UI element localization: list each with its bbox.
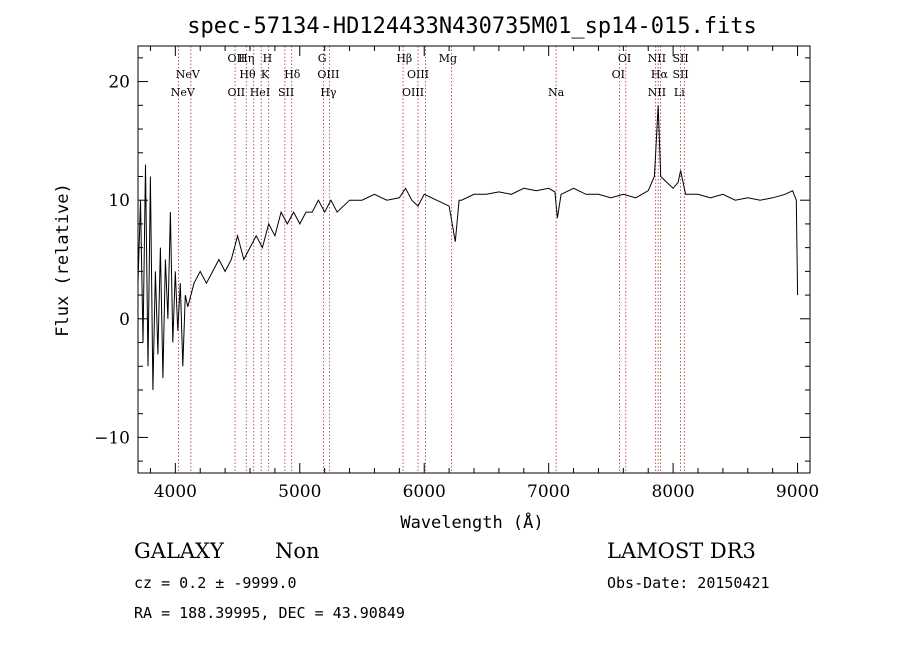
object-type: GALAXY (134, 539, 225, 563)
line-label: NII (648, 52, 666, 65)
y-axis-label: Flux (relative) (53, 183, 73, 337)
line-label: Hα (651, 68, 669, 81)
line-label: Hθ (239, 68, 256, 81)
redshift-text: cz = 0.2 ± -9999.0 (134, 574, 297, 592)
plot-frame (137, 45, 811, 474)
line-label: NeV (176, 68, 201, 81)
x-tick-label: 5000 (278, 482, 321, 502)
line-label: Na (548, 86, 565, 99)
x-tick-label: 6000 (403, 482, 446, 502)
object-subclass: Non (275, 539, 320, 563)
emission-line-labels: NeVNeVOIIOIIHηHθHeIHKSIIHδGOIIIHγHβOIIIO… (171, 52, 689, 99)
line-label: OII (227, 86, 245, 99)
x-tick-label: 7000 (527, 482, 570, 502)
y-tick-label: 20 (108, 73, 130, 93)
line-label: NeV (171, 86, 196, 99)
line-label: SII (672, 68, 688, 81)
x-axis: 4000 5000 6000 7000 8000 9000 (149, 46, 819, 502)
line-label: NII (648, 86, 666, 99)
emission-line-markers (178, 46, 685, 473)
spectrum-line (137, 105, 799, 391)
line-label: K (261, 68, 270, 81)
x-axis-label: Wavelength (Å) (400, 511, 543, 533)
x-tick-label: 8000 (651, 482, 694, 502)
line-label: Hγ (320, 86, 337, 99)
x-tick-label: 4000 (154, 482, 197, 502)
line-label: OI (618, 52, 631, 65)
line-label: Hη (238, 52, 254, 65)
y-tick-label: 0 (119, 310, 130, 330)
line-label: Li (674, 86, 685, 99)
line-label: OIII (407, 68, 429, 81)
line-label: SII (672, 52, 688, 65)
x-tick-label: 9000 (776, 482, 819, 502)
line-label: HeI (250, 86, 270, 99)
line-label: Hβ (396, 52, 412, 65)
line-label: OIII (402, 86, 424, 99)
line-label: Hδ (284, 68, 301, 81)
line-label: H (263, 52, 273, 65)
line-label: OIII (317, 68, 339, 81)
y-axis: −10 0 10 20 (94, 57, 810, 462)
line-label: Mg (439, 52, 457, 65)
line-label: OI (612, 68, 625, 81)
line-label: SII (278, 86, 294, 99)
obs-date-text: Obs-Date: 20150421 (607, 574, 770, 592)
survey-name: LAMOST DR3 (607, 539, 756, 563)
y-tick-label: 10 (108, 191, 130, 211)
coords-text: RA = 188.39995, DEC = 43.90849 (134, 604, 405, 622)
y-tick-label: −10 (94, 428, 130, 448)
line-label: G (318, 52, 327, 65)
chart-title: spec-57134-HD124433N430735M01_sp14-015.f… (187, 14, 757, 39)
line-label: OII (227, 52, 245, 65)
